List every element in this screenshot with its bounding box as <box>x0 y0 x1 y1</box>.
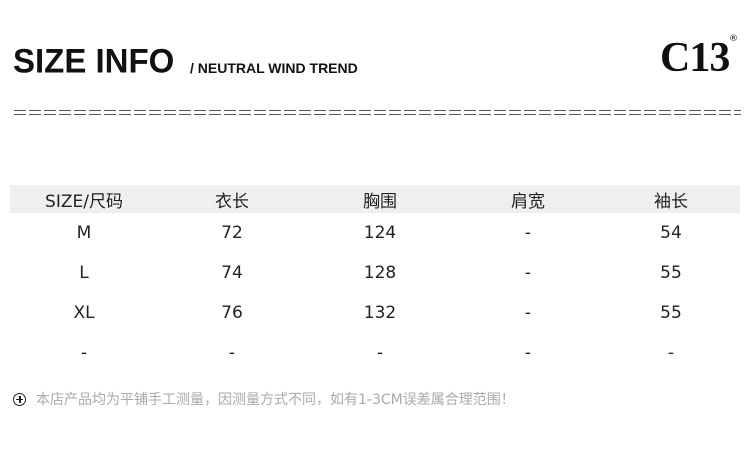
table-cell: XL <box>73 303 95 323</box>
table-row: L 74 128 - 55 <box>10 253 740 293</box>
table-cell: - <box>80 343 88 363</box>
note-text: 本店产品均为平铺手工测量，因测量方式不同，如有1-3CM误差属合理范围！ <box>36 392 515 408</box>
table-cell: 124 <box>363 223 397 243</box>
registered-mark: ® <box>729 34 738 44</box>
table-cell: 72 <box>221 223 243 243</box>
table-cell: 54 <box>660 223 682 243</box>
table-cell: L <box>79 263 89 283</box>
table-cell: M <box>76 223 92 243</box>
table-cell: - <box>228 343 236 363</box>
table-cell: - <box>524 263 532 283</box>
dashed-divider <box>14 110 741 116</box>
size-table: SIZE/尺码 衣长 胸围 肩宽 袖长 M 72 124 - 54 L 74 1… <box>10 185 740 373</box>
table-cell: 128 <box>363 263 397 283</box>
table-cell: - <box>524 223 532 243</box>
table-cell: 55 <box>660 263 682 283</box>
table-cell: - <box>667 343 675 363</box>
column-header: 衣长 <box>215 191 249 212</box>
table-cell: 74 <box>221 263 243 283</box>
page-subtitle: / NEUTRAL WIND TREND <box>190 60 358 76</box>
table-row: M 72 124 - 54 <box>10 213 740 253</box>
column-header: 袖长 <box>654 191 688 212</box>
column-header: 胸围 <box>363 191 397 212</box>
plus-circle-icon <box>13 392 26 406</box>
table-cell: - <box>376 343 384 363</box>
table-header: SIZE/尺码 衣长 胸围 肩宽 袖长 <box>10 185 740 213</box>
table-row: - - - - - <box>10 333 740 373</box>
table-cell: 76 <box>221 303 243 323</box>
table-cell: - <box>524 343 532 363</box>
table-cell: 55 <box>660 303 682 323</box>
measurement-note: 本店产品均为平铺手工测量，因测量方式不同，如有1-3CM误差属合理范围！ <box>13 389 515 409</box>
column-header: SIZE/尺码 <box>45 191 123 212</box>
table-cell: 132 <box>363 303 397 323</box>
column-header: 肩宽 <box>511 191 545 212</box>
brand-logo: C13 <box>660 35 730 81</box>
table-row: XL 76 132 - 55 <box>10 293 740 333</box>
table-cell: - <box>524 303 532 323</box>
page-title: SIZE INFO <box>13 41 175 80</box>
